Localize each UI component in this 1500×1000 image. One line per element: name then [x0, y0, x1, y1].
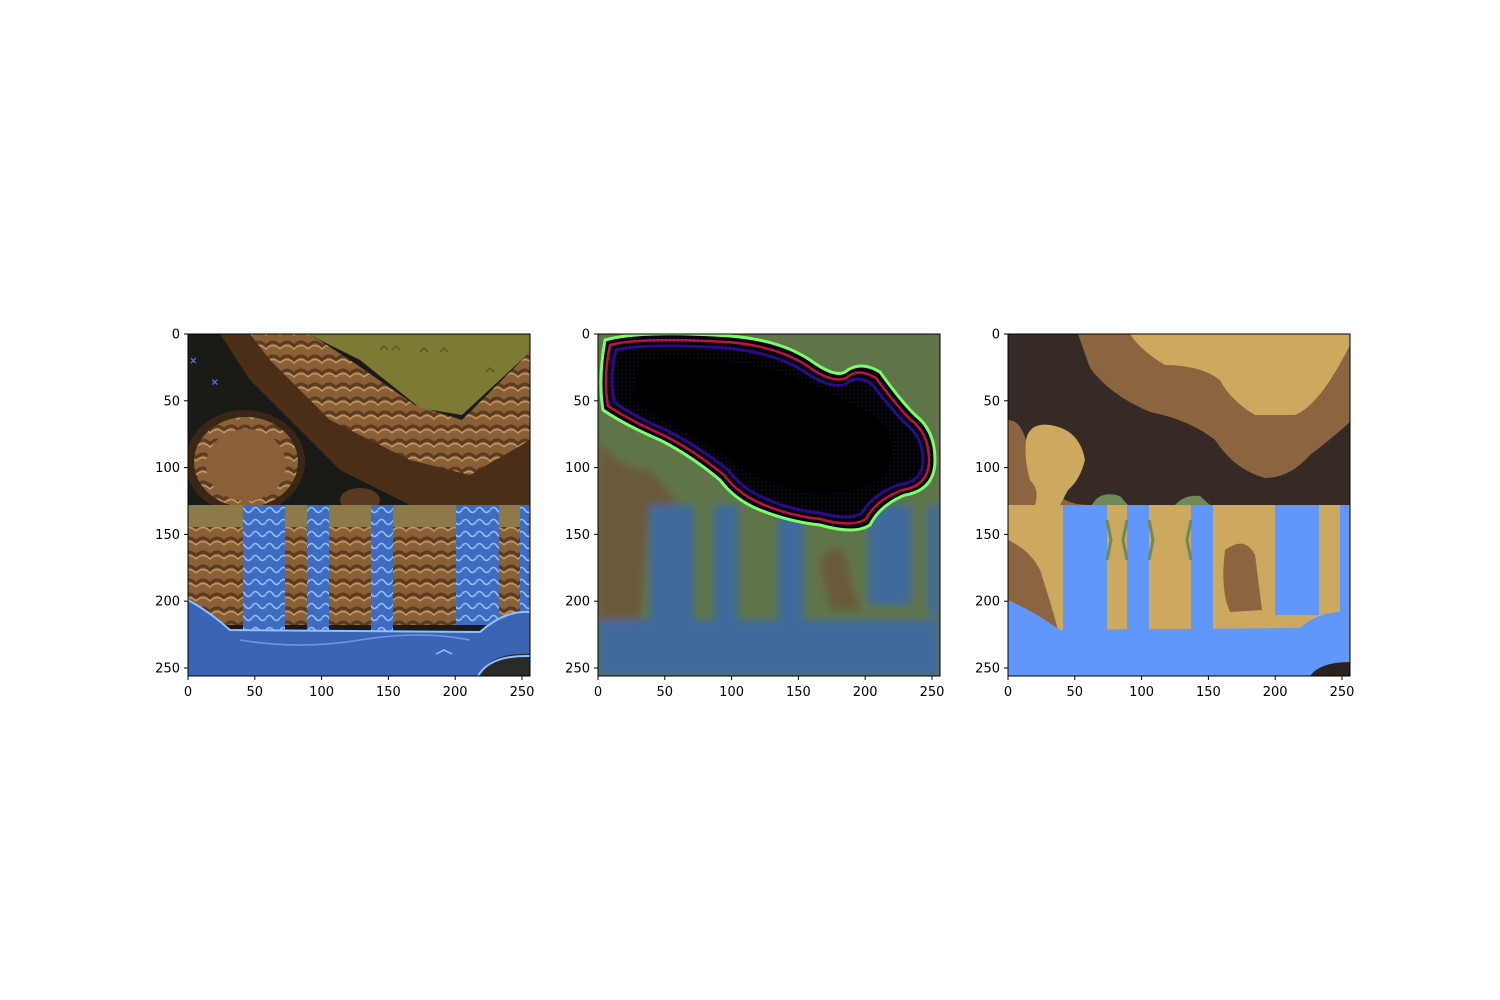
axes-ticks: 0 50 100 150 200 250 0 50 100 150 200 250	[155, 328, 534, 701]
axes-frame	[597, 333, 941, 677]
x-tick-label: 200	[443, 685, 468, 700]
y-tick-label: 50	[983, 394, 1000, 409]
y-tick-label: 250	[975, 661, 1000, 676]
x-tick-label: 150	[376, 685, 401, 700]
reconstruction-image	[598, 334, 940, 676]
segmentation-panel: 0 50 100 150 200 250 0 50 100 150 200 250	[975, 328, 1354, 701]
y-tick-label: 50	[163, 394, 180, 409]
x-tick-label: 0	[594, 685, 602, 700]
x-tick-label: 100	[1129, 685, 1154, 700]
axes-frame	[187, 333, 531, 677]
y-tick-label: 200	[565, 595, 590, 610]
x-tick-label: 100	[309, 685, 334, 700]
reconstruction-panel: 0 50 100 150 200 250 0 50 100 150 200 250	[565, 328, 944, 701]
y-tick-label: 100	[975, 461, 1000, 476]
y-tick-label: 250	[565, 661, 590, 676]
y-tick-label: 250	[155, 661, 180, 676]
x-tick-label: 200	[1263, 685, 1288, 700]
x-tick-label: 0	[184, 685, 192, 700]
y-tick-label: 200	[975, 595, 1000, 610]
y-tick-label: 100	[155, 461, 180, 476]
y-tick-label: 200	[155, 595, 180, 610]
x-marker	[190, 357, 197, 364]
x-tick-label: 100	[719, 685, 744, 700]
y-tick-label: 150	[565, 528, 590, 543]
axes-ticks: 0 50 100 150 200 250 0 50 100 150 200 250	[565, 328, 944, 701]
axes-frame	[1007, 333, 1351, 677]
x-tick-label: 50	[247, 685, 264, 700]
x-tick-label: 50	[1067, 685, 1084, 700]
y-tick-label: 0	[582, 328, 590, 343]
y-tick-label: 50	[573, 394, 590, 409]
y-tick-label: 100	[565, 461, 590, 476]
original-image	[188, 334, 530, 676]
segmentation-image	[1008, 334, 1350, 676]
x-tick-label: 150	[1196, 685, 1221, 700]
y-tick-label: 0	[992, 328, 1000, 343]
y-tick-label: 150	[975, 528, 1000, 543]
x-tick-label: 250	[920, 685, 945, 700]
original-image-panel: 0 50 100 150 200 250 0 50 100 150 200 250	[155, 328, 534, 701]
x-marker	[211, 379, 218, 386]
x-tick-label: 200	[853, 685, 878, 700]
y-tick-label: 150	[155, 528, 180, 543]
x-tick-label: 250	[510, 685, 535, 700]
y-tick-label: 0	[172, 328, 180, 343]
marker-group	[190, 357, 218, 386]
x-tick-label: 150	[786, 685, 811, 700]
x-tick-label: 0	[1004, 685, 1012, 700]
x-tick-label: 250	[1330, 685, 1355, 700]
x-tick-label: 50	[657, 685, 674, 700]
axes-ticks: 0 50 100 150 200 250 0 50 100 150 200 250	[975, 328, 1354, 701]
